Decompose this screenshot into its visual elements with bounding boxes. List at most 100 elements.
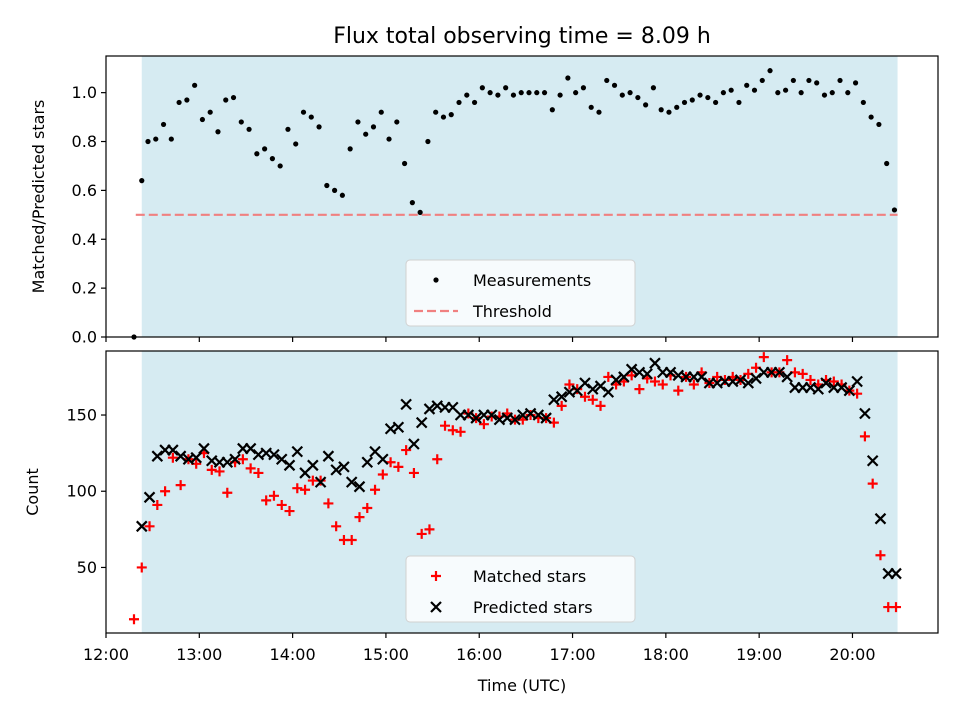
legend: Matched stars Predicted stars <box>405 555 636 623</box>
measurement-point <box>798 90 804 96</box>
measurement-point <box>845 90 851 96</box>
measurement-point <box>619 92 625 98</box>
measurement-point <box>580 85 587 91</box>
predicted-star-point <box>307 459 319 472</box>
measurement-point <box>720 90 726 96</box>
predicted-star-point <box>843 384 856 397</box>
matched-star-point <box>455 426 466 437</box>
measurement-point <box>471 99 478 106</box>
measurement-point <box>713 99 719 106</box>
measurement-point <box>782 87 789 93</box>
predicted-star-point <box>408 438 420 450</box>
matched-star-point <box>447 425 458 436</box>
matched-star-point <box>160 486 171 497</box>
y-axis-label: Matched/Predicted stars <box>29 100 48 294</box>
predicted-star-point <box>143 491 156 504</box>
matched-star-point <box>362 503 373 514</box>
measurement-point <box>285 126 291 132</box>
measurement-point <box>573 90 579 96</box>
predicted-star-point <box>221 456 234 469</box>
measurement-point <box>425 138 431 145</box>
predicted-star-point <box>695 371 708 383</box>
predicted-star-point <box>198 442 210 455</box>
matched-star-point <box>222 487 233 498</box>
matched-star-point <box>284 506 295 517</box>
y-tick-label: 50 <box>77 558 97 577</box>
predicted-star-point <box>820 377 832 389</box>
axes-frame <box>105 55 939 338</box>
legend: Measurements Threshold <box>405 259 636 327</box>
measurement-point <box>145 138 151 145</box>
measurement-point <box>852 80 859 86</box>
predicted-star-point <box>167 444 179 456</box>
count-panel: 50 100 150 12:00 13:00 14:00 15:00 16:00 17:00 18… <box>23 350 939 695</box>
measurement-point <box>744 82 750 88</box>
measurement-point <box>635 94 641 101</box>
predicted-star-point <box>377 453 389 466</box>
predicted-star-point <box>602 386 615 398</box>
measurement-point <box>324 182 330 189</box>
predicted-star-point <box>649 357 661 369</box>
measurement-point <box>759 77 765 84</box>
matched-star-point <box>416 528 427 539</box>
matched-star-point <box>401 445 412 456</box>
measurement-point <box>611 82 618 88</box>
x-tick-label: 20:00 <box>829 645 875 664</box>
predicted-star-point <box>890 567 902 580</box>
predicted-star-point <box>283 459 296 472</box>
predicted-star-point <box>361 456 374 469</box>
predicted-star-point <box>586 383 599 395</box>
measurement-point <box>728 87 734 93</box>
predicted-star-point <box>485 409 498 421</box>
measurement-point <box>176 99 182 106</box>
measurement-point <box>627 90 633 96</box>
measurement-point <box>192 82 198 88</box>
matched-star-point <box>859 431 870 442</box>
matched-star-point <box>300 484 311 495</box>
measurement-point <box>215 129 221 135</box>
measurement-point <box>487 90 493 96</box>
measurement-point <box>316 124 322 130</box>
matched-star-point <box>377 469 388 480</box>
measurement-point <box>814 80 820 86</box>
y-tick-label: 0.2 <box>72 279 97 298</box>
matched-star-point <box>556 400 567 411</box>
predicted-star-point <box>291 445 304 458</box>
matched-star-point <box>875 550 886 561</box>
matched-star-point <box>237 454 248 465</box>
measurement-point <box>409 200 415 206</box>
matched-star-point <box>634 384 645 395</box>
predicted-star-point <box>664 366 677 379</box>
predicted-star-point <box>742 377 755 389</box>
x-tick-label: 19:00 <box>736 645 782 664</box>
matched-star-point <box>758 352 769 363</box>
measurement-point <box>876 121 882 128</box>
measurement-point <box>293 141 299 147</box>
y-tick-label: 0.8 <box>72 132 97 151</box>
matched-star-point <box>261 495 272 506</box>
measurement-point <box>775 90 781 96</box>
matched-star-point <box>424 524 435 535</box>
y-tick-label: 150 <box>66 406 97 425</box>
measurement-point <box>596 109 602 115</box>
matched-star-point <box>688 379 699 390</box>
measurement-point <box>837 77 843 84</box>
measurement-point <box>332 187 338 193</box>
predicted-star-point <box>866 454 879 467</box>
measurement-point <box>363 131 369 137</box>
predicted-star-point <box>532 409 545 421</box>
measurement-point <box>433 109 439 115</box>
predicted-star-point <box>314 476 327 488</box>
predicted-star-point <box>322 450 335 462</box>
measurement-point <box>355 119 361 125</box>
predicted-star-point <box>610 374 622 386</box>
measurement-point <box>184 97 190 103</box>
x-tick-label: 13:00 <box>176 645 222 664</box>
predicted-star-point <box>773 366 786 379</box>
predicted-star-point <box>874 512 887 525</box>
legend-box <box>405 555 636 623</box>
matched-star-point <box>268 490 279 501</box>
measurement-point <box>386 136 392 142</box>
matched-star-point <box>828 376 839 387</box>
matched-star-point <box>346 535 357 546</box>
